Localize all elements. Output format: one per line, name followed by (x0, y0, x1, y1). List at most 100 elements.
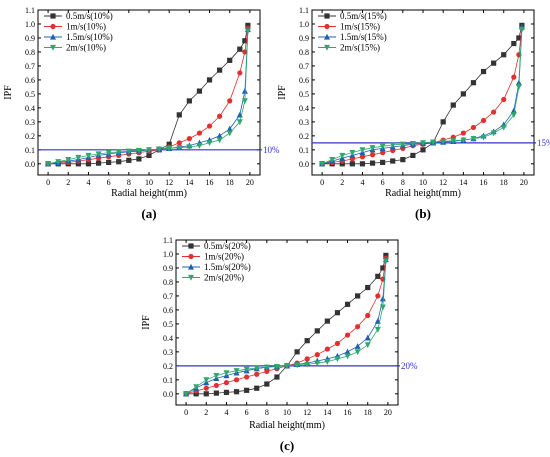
y-tick-label: 0.3 (299, 118, 309, 127)
y-tick-label: 0.8 (25, 48, 35, 57)
series-3 (183, 258, 389, 398)
legend-entry: 1.5m/s(20%) (204, 262, 251, 272)
y-tick-label: 0.1 (163, 376, 173, 385)
data-point (206, 77, 213, 83)
data-point (196, 130, 203, 136)
data-point (216, 137, 223, 144)
data-point (176, 145, 183, 151)
data-point (237, 46, 243, 52)
x-tick-label: 2 (66, 178, 70, 187)
y-tick-label: 0.6 (163, 306, 173, 315)
data-point (237, 70, 243, 76)
data-point (400, 157, 406, 163)
data-point (319, 161, 326, 168)
data-point (383, 252, 389, 258)
x-tick-label: 8 (401, 178, 405, 187)
data-point (65, 157, 72, 163)
legend-marker (324, 23, 330, 30)
x-tick-label: 0 (184, 408, 188, 417)
x-tick-label: 6 (245, 408, 249, 417)
data-point (294, 362, 301, 369)
legend-marker (324, 44, 330, 51)
data-point (243, 366, 250, 373)
legend-marker (324, 13, 330, 19)
data-point (95, 151, 102, 158)
data-point (440, 138, 447, 145)
data-point (244, 28, 251, 35)
data-point (203, 377, 210, 384)
data-point (450, 102, 456, 108)
y-tick-label: 0.5 (299, 90, 309, 99)
x-tick-label: 0 (320, 178, 324, 187)
data-point (241, 87, 248, 94)
data-point (284, 363, 290, 370)
data-point (217, 113, 223, 119)
data-point (203, 391, 209, 397)
data-point (491, 109, 497, 115)
data-point (203, 385, 209, 391)
data-point (349, 161, 355, 167)
data-point (349, 150, 356, 156)
data-point (136, 156, 142, 162)
legend-entry: 2m/s(20%) (204, 273, 244, 283)
data-point (379, 143, 386, 150)
series-3 (319, 26, 525, 168)
data-point (354, 343, 361, 349)
data-point (354, 349, 361, 356)
series-0 (183, 252, 389, 397)
legend-marker (50, 44, 56, 51)
legend-marker (50, 33, 56, 40)
data-point (245, 22, 251, 28)
data-point (75, 161, 81, 167)
data-point (217, 67, 223, 73)
data-point (304, 361, 311, 368)
legend-entry: 1m/s(20%) (204, 252, 244, 262)
data-point (511, 40, 517, 47)
data-point (480, 68, 487, 75)
legend-marker (324, 33, 330, 40)
x-tick-label: 8 (265, 408, 269, 417)
data-point (196, 143, 203, 149)
y-tick-label: 1.0 (25, 20, 35, 29)
x-tick-label: 14 (185, 178, 193, 187)
data-point (226, 125, 233, 132)
data-point (116, 159, 122, 165)
x-tick-label: 6 (107, 178, 111, 187)
x-tick-label: 12 (165, 178, 173, 187)
x-tick-label: 8 (127, 178, 131, 187)
legend-marker (188, 274, 194, 281)
y-tick-label: 0.2 (25, 132, 35, 141)
data-point (380, 265, 386, 271)
legend-entry: 1.5m/s(15%) (340, 32, 387, 42)
data-point (510, 112, 517, 119)
y-tick-label: 0.7 (299, 62, 309, 71)
data-point (359, 161, 366, 167)
panel-label: (a) (141, 206, 156, 221)
data-point (233, 389, 240, 395)
data-point (264, 381, 270, 387)
data-point (186, 144, 193, 151)
y-axis-label: IPF (277, 85, 288, 100)
data-point (294, 349, 300, 355)
data-point (186, 136, 192, 142)
data-point (254, 371, 260, 377)
y-tick-label: 1.0 (299, 20, 309, 29)
x-tick-label: 20 (384, 408, 392, 417)
x-axis-label: Radial height(mm) (385, 188, 461, 199)
data-point (274, 374, 280, 380)
y-tick-label: 0.0 (25, 160, 35, 169)
data-point (374, 326, 381, 333)
y-tick-label: 1.1 (299, 6, 309, 15)
data-point (264, 368, 270, 375)
data-point (410, 152, 416, 159)
data-point (344, 332, 351, 338)
x-tick-label: 2 (204, 408, 208, 417)
data-point (156, 146, 163, 153)
series-line (321, 26, 523, 165)
legend: 0.5m/s(10%)1m/s(10%)1.5m/s(10%)2m/s(10%) (44, 11, 113, 53)
x-tick-label: 16 (344, 408, 352, 417)
data-point (501, 52, 507, 58)
data-point (106, 159, 112, 166)
legend: 0.5m/s(15%)1m/s(15%)1.5m/s(15%)2m/s(15%) (318, 11, 387, 53)
data-point (206, 123, 213, 129)
